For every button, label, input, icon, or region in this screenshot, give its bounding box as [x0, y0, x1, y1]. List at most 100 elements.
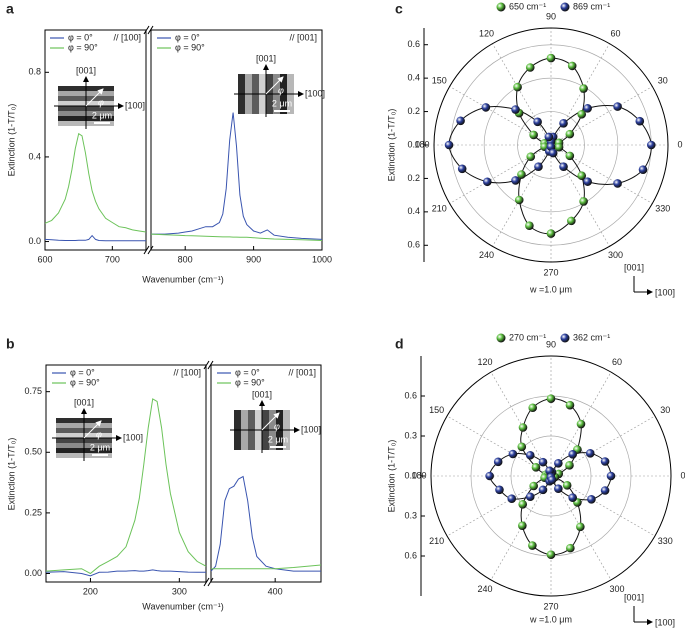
data-point	[568, 450, 577, 459]
r-tick-label: 0.6	[404, 390, 417, 400]
inset-label: 2 μm	[272, 98, 292, 108]
data-point	[511, 176, 520, 185]
spectrum-line	[151, 112, 323, 240]
axis-breaks	[143, 25, 214, 587]
note: w =1.0 μm	[529, 284, 572, 294]
note: w =1.0 μm	[529, 614, 572, 624]
angle-label: 150	[429, 405, 444, 415]
y-tick-label: 0.4	[28, 151, 41, 161]
data-point	[567, 216, 576, 226]
inset-label: [001]	[252, 389, 272, 399]
data-point	[546, 394, 556, 403]
data-point	[531, 463, 541, 472]
data-point	[559, 162, 568, 172]
data-point	[513, 82, 522, 92]
x-axis-label: Wavenumber (cm⁻¹)	[142, 274, 223, 284]
legend-label: φ = 90°	[68, 42, 98, 52]
grid-spoke	[550, 144, 610, 247]
data-point	[585, 449, 595, 458]
inset-label: [100]	[123, 432, 143, 442]
annotation: // [100]	[173, 367, 201, 377]
data-point	[533, 117, 542, 127]
angle-label: 180	[414, 139, 429, 149]
data-point	[518, 521, 527, 530]
y-axis-label: Extinction (1-T/T₀)	[386, 440, 396, 513]
angle-label: 60	[612, 357, 622, 367]
grid-circle	[483, 77, 619, 213]
data-point	[517, 442, 527, 452]
inset-arrow	[85, 88, 104, 107]
grid-spoke	[449, 86, 552, 146]
direction-label: [001]	[624, 262, 644, 272]
data-point	[567, 61, 577, 71]
data-point	[565, 129, 575, 139]
data-point	[562, 481, 572, 490]
angle-label: 30	[660, 405, 670, 415]
angle-label: 240	[479, 250, 494, 260]
inset-label: φ	[278, 85, 284, 95]
data-point	[529, 481, 538, 491]
data-point	[529, 130, 538, 140]
angle-label: 300	[608, 250, 623, 260]
y-axis-label: Extinction (1-T/T₀)	[386, 109, 396, 182]
data-point	[635, 116, 645, 126]
legend-label: φ = 90°	[235, 377, 265, 387]
grid-spoke	[550, 144, 653, 204]
r-tick-label: 0.6	[407, 39, 420, 49]
angle-label: 0	[680, 470, 685, 480]
x-tick-label: 400	[268, 586, 283, 596]
legend-label: φ = 0°	[235, 367, 260, 377]
data-point	[646, 140, 656, 150]
y-axis-label: Extinction (1-T/T₀)	[6, 104, 16, 177]
inset-arrow	[265, 76, 284, 95]
grid-spoke	[492, 43, 552, 146]
data-point	[538, 457, 548, 467]
plot-frame	[210, 364, 322, 583]
legend-label: 362 cm⁻¹	[573, 332, 610, 342]
spectrum-line	[45, 398, 207, 575]
data-point	[518, 499, 528, 509]
spectrum-line	[44, 234, 146, 242]
data-point	[638, 165, 648, 174]
data-point	[600, 486, 610, 495]
legend-label: 650 cm⁻¹	[509, 1, 546, 11]
data-point	[576, 419, 586, 429]
angle-label: 210	[432, 203, 447, 213]
angle-label: 120	[477, 357, 492, 367]
angle-label: 330	[658, 536, 673, 546]
data-point	[568, 493, 577, 502]
r-tick-label: 0.3	[404, 510, 417, 520]
x-tick-label: 700	[105, 254, 120, 264]
data-point	[577, 109, 587, 119]
data-point	[526, 152, 536, 161]
x-tick-label: 800	[178, 254, 193, 264]
data-point	[546, 229, 556, 238]
y-tick-label: 0.00	[24, 568, 42, 578]
annotation: // [100]	[113, 32, 141, 42]
data-point	[538, 485, 548, 495]
data-point	[613, 179, 622, 188]
angle-label: 60	[610, 29, 620, 39]
r-tick-label: 0.0	[404, 470, 417, 480]
data-point	[566, 543, 575, 553]
legend-ball	[560, 2, 570, 12]
grid-spoke	[550, 43, 610, 146]
polar-frame	[433, 27, 669, 263]
polar-frame	[430, 355, 672, 597]
legend-ball	[496, 2, 506, 12]
inset-label: [100]	[305, 88, 325, 98]
angle-label: 330	[655, 203, 670, 213]
data-point	[456, 116, 465, 126]
y-tick-label: 0.0	[28, 236, 41, 246]
r-tick-label: 0.0	[407, 139, 420, 149]
data-point	[528, 403, 538, 413]
x-tick-label: 1000	[312, 254, 332, 264]
angle-label: 270	[543, 267, 558, 277]
legend-label: 869 cm⁻¹	[573, 1, 610, 11]
data-point	[587, 495, 596, 504]
angle-label: 300	[609, 584, 624, 594]
panel-label: a	[6, 1, 14, 17]
inset-label: 2 μm	[268, 434, 288, 444]
data-point	[583, 104, 592, 113]
